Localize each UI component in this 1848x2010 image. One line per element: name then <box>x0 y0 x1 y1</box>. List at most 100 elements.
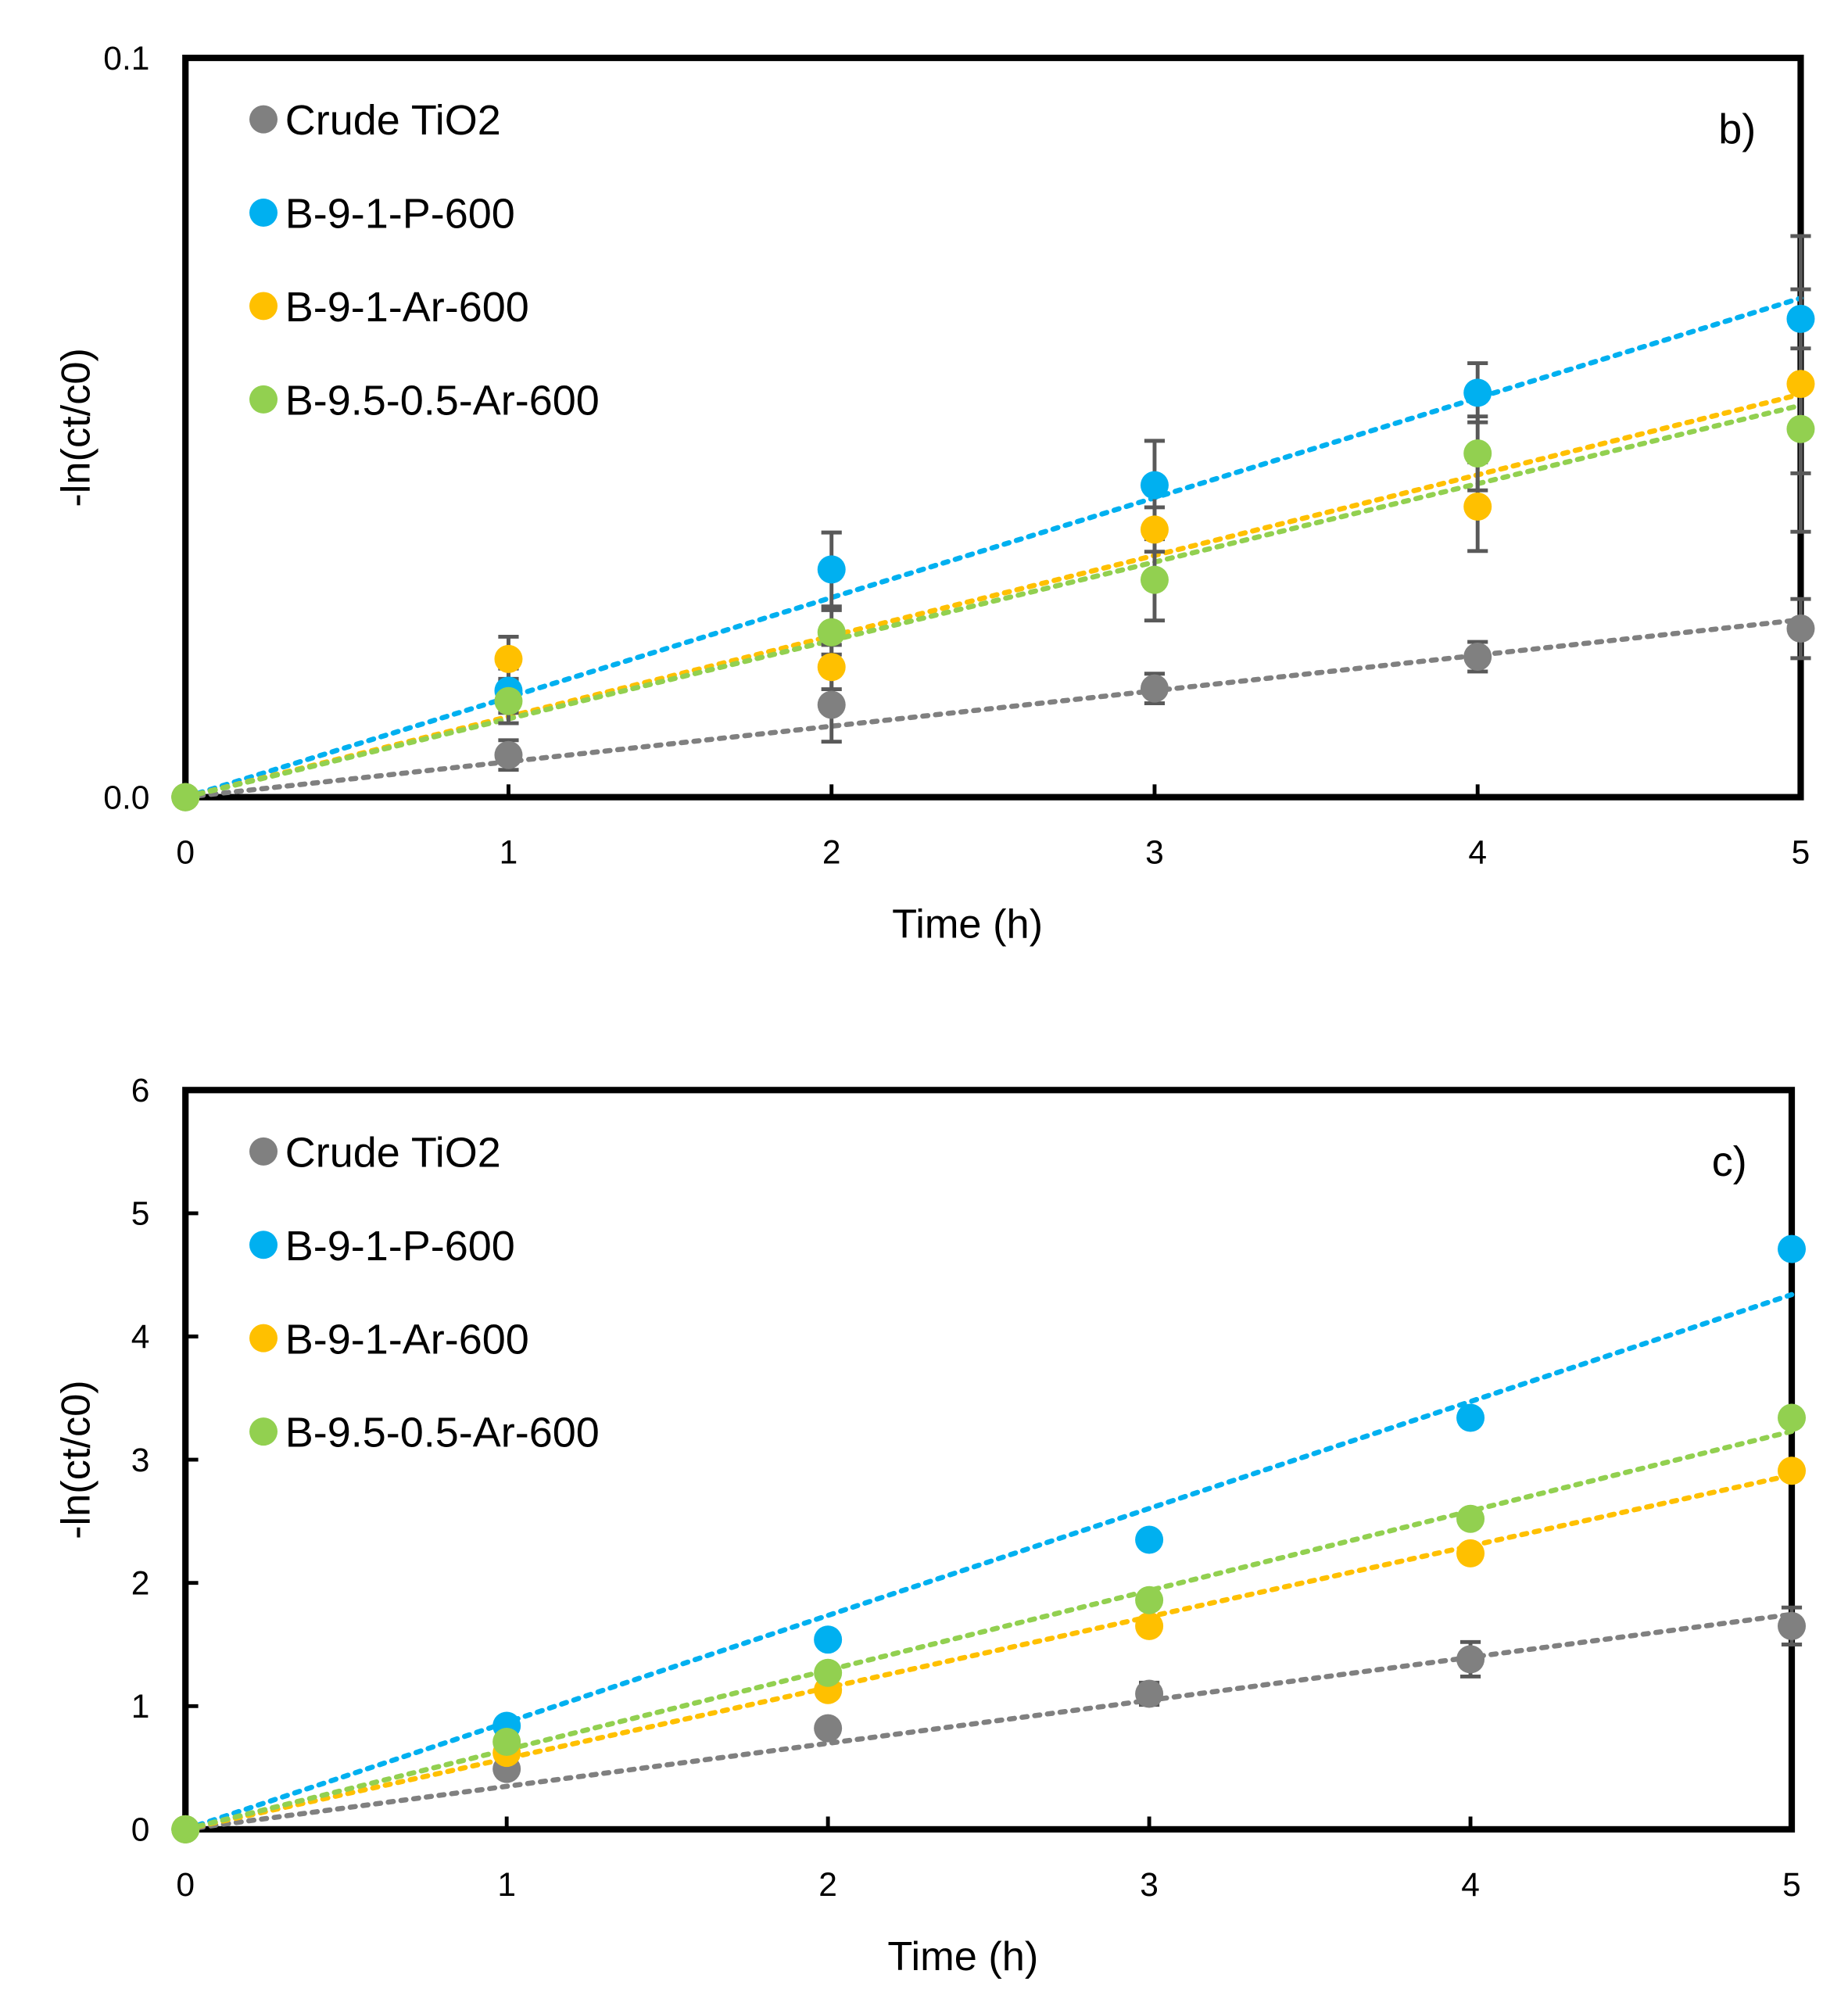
series-crude-tio2 <box>182 1611 1795 1833</box>
trendline <box>182 296 1803 800</box>
legend-marker <box>249 199 278 228</box>
legend-entry: B-9-1-Ar-600 <box>285 1316 529 1363</box>
legend-marker <box>249 292 278 321</box>
data-point <box>1463 378 1492 407</box>
data-point <box>1786 304 1815 333</box>
y-tick-label: 5 <box>131 1195 150 1233</box>
legend-entry: B-9-1-P-600 <box>285 1223 515 1270</box>
data-point <box>1140 674 1169 703</box>
data-point <box>814 1658 843 1687</box>
data-point <box>494 644 523 673</box>
trendline <box>182 403 1803 800</box>
y-tick-label: 0 <box>131 1811 150 1849</box>
legend-marker <box>249 1231 278 1259</box>
plot-area-frame <box>182 54 1804 801</box>
x-axis-title: Time (h) <box>892 902 1043 948</box>
series-b-9-1-p-600 <box>182 296 1803 800</box>
data-point <box>1786 614 1815 643</box>
legend-marker <box>249 385 278 414</box>
legend-entry: B-9.5-0.5-Ar-600 <box>285 1410 600 1456</box>
data-point <box>1135 1525 1164 1554</box>
data-point <box>171 1815 200 1843</box>
data-point <box>1786 414 1815 443</box>
x-tick-label: 0 <box>176 1866 195 1904</box>
data-point <box>1463 493 1492 521</box>
data-point <box>1140 515 1169 544</box>
legend-marker <box>249 1324 278 1353</box>
trendline <box>182 617 1803 800</box>
data-point <box>1778 1611 1807 1640</box>
data-point <box>171 783 200 812</box>
plot-area-frame <box>182 1087 1796 1833</box>
legend-entry: B-9-1-P-600 <box>285 191 515 238</box>
trendline <box>182 392 1803 800</box>
trendline <box>182 1428 1795 1833</box>
series-b-9-5-0-5-ar-600 <box>182 1428 1795 1833</box>
series-b-9-1-ar-600 <box>182 392 1803 800</box>
data-point <box>817 555 846 584</box>
data-point <box>1140 471 1169 500</box>
data-point <box>1135 1679 1164 1708</box>
data-point <box>1778 1456 1807 1485</box>
data-point <box>494 686 523 715</box>
data-point <box>1786 370 1815 399</box>
legend-entry: B-9.5-0.5-Ar-600 <box>285 377 600 424</box>
chart-panel-b: 0 1 2 3 4 5 0.0 0.1 Time (h) -ln(ct/c0) b) Crude Ti… <box>54 40 1815 948</box>
y-tick-label: 4 <box>131 1318 150 1356</box>
trendline <box>182 1611 1795 1833</box>
x-axis-title: Time (h) <box>887 1934 1038 1980</box>
x-tick-label: 0 <box>176 834 195 872</box>
trendline <box>182 1292 1795 1833</box>
data-point <box>1463 642 1492 671</box>
trendline <box>182 1472 1795 1833</box>
data-point <box>1140 565 1169 594</box>
data-point <box>1135 1611 1164 1640</box>
x-tick-label: 5 <box>1792 834 1810 872</box>
y-axis-title: -ln(ct/c0) <box>54 348 99 507</box>
legend-marker <box>249 1137 278 1166</box>
x-tick-label: 5 <box>1782 1866 1801 1904</box>
data-point <box>1463 439 1492 468</box>
data-point <box>1456 1504 1485 1533</box>
data-point <box>1778 1234 1807 1263</box>
x-tick-label: 2 <box>822 834 841 872</box>
y-tick-label: 1 <box>131 1688 150 1725</box>
chart-panel-c: 0 1 2 3 4 5 0 1 2 3 4 5 6 Time (h) -ln(ct/c0) c) Crude T… <box>54 1072 1807 1980</box>
data-point <box>1135 1585 1164 1614</box>
legend-marker <box>249 1417 278 1446</box>
data-point <box>814 1625 843 1654</box>
panel-label: b) <box>1718 106 1756 153</box>
panel-label: c) <box>1712 1138 1747 1185</box>
y-tick-label: 0.1 <box>103 40 149 77</box>
y-tick-label: 2 <box>131 1564 150 1602</box>
x-tick-label: 4 <box>1461 1866 1480 1904</box>
data-point <box>1456 1403 1485 1432</box>
x-tick-label: 1 <box>497 1866 516 1904</box>
data-point <box>1456 1645 1485 1674</box>
series-b-9-5-0-5-ar-600 <box>182 403 1803 800</box>
series-b-9-1-p-600 <box>182 1292 1795 1833</box>
data-point <box>817 653 846 682</box>
data-point <box>1778 1403 1807 1432</box>
legend-entry: Crude TiO2 <box>285 97 501 144</box>
data-point <box>492 1728 521 1756</box>
data-point <box>814 1714 843 1743</box>
data-point <box>494 740 523 769</box>
data-point <box>1456 1539 1485 1568</box>
x-tick-label: 3 <box>1145 834 1164 872</box>
y-tick-label: 3 <box>131 1442 150 1479</box>
y-tick-label: 0.0 <box>103 779 149 816</box>
series-crude-tio2 <box>182 617 1803 800</box>
y-axis-title: -ln(ct/c0) <box>54 1380 99 1539</box>
data-point <box>817 690 846 719</box>
legend-entry: B-9-1-Ar-600 <box>285 284 529 331</box>
data-point <box>817 618 846 647</box>
x-tick-label: 4 <box>1468 834 1487 872</box>
legend-marker <box>249 105 278 134</box>
legend-entry: Crude TiO2 <box>285 1129 501 1176</box>
x-tick-label: 3 <box>1140 1866 1159 1904</box>
x-tick-label: 2 <box>818 1866 837 1904</box>
series-b-9-1-ar-600 <box>182 1472 1795 1833</box>
y-tick-label: 6 <box>131 1072 150 1109</box>
